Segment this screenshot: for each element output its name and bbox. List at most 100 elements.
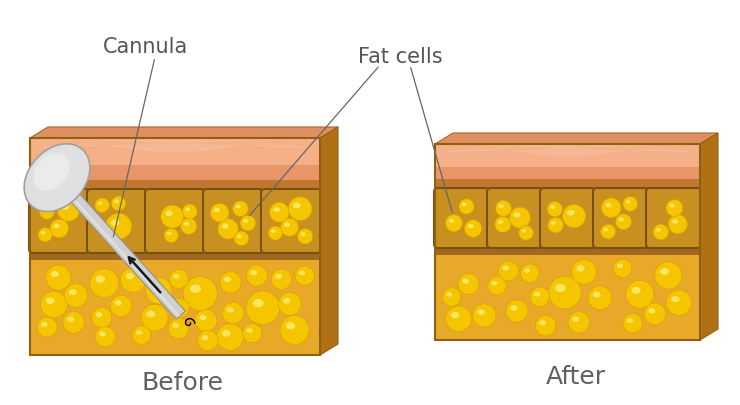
Ellipse shape	[519, 226, 534, 240]
Ellipse shape	[98, 201, 102, 205]
Ellipse shape	[38, 228, 53, 242]
Text: After: After	[545, 365, 605, 389]
Ellipse shape	[520, 264, 539, 283]
Ellipse shape	[40, 205, 54, 220]
Ellipse shape	[605, 202, 612, 207]
Ellipse shape	[174, 303, 180, 308]
Ellipse shape	[623, 196, 638, 211]
Polygon shape	[30, 138, 320, 165]
Ellipse shape	[250, 270, 258, 275]
Ellipse shape	[655, 262, 682, 289]
Ellipse shape	[604, 228, 608, 232]
Ellipse shape	[224, 277, 231, 282]
Polygon shape	[55, 178, 180, 317]
Ellipse shape	[499, 204, 504, 208]
Ellipse shape	[169, 269, 189, 288]
Ellipse shape	[459, 199, 474, 214]
Ellipse shape	[284, 222, 290, 227]
Ellipse shape	[601, 224, 616, 239]
Ellipse shape	[136, 330, 142, 335]
Polygon shape	[30, 127, 338, 138]
Ellipse shape	[210, 203, 229, 222]
Polygon shape	[700, 133, 718, 340]
FancyBboxPatch shape	[261, 189, 321, 253]
Ellipse shape	[445, 215, 462, 232]
Ellipse shape	[222, 330, 231, 337]
Ellipse shape	[626, 280, 654, 308]
Ellipse shape	[522, 229, 526, 232]
Ellipse shape	[166, 232, 172, 235]
Ellipse shape	[495, 216, 511, 232]
Ellipse shape	[473, 304, 496, 327]
Polygon shape	[435, 255, 700, 340]
Ellipse shape	[269, 226, 283, 240]
Ellipse shape	[272, 269, 292, 290]
Ellipse shape	[616, 214, 631, 230]
Ellipse shape	[95, 198, 110, 213]
Ellipse shape	[218, 219, 238, 239]
Ellipse shape	[295, 266, 314, 286]
Ellipse shape	[161, 205, 184, 228]
Ellipse shape	[551, 221, 556, 225]
Ellipse shape	[246, 328, 253, 333]
Ellipse shape	[668, 215, 687, 234]
Polygon shape	[30, 180, 320, 190]
Ellipse shape	[567, 210, 575, 216]
Ellipse shape	[90, 269, 118, 298]
Ellipse shape	[530, 287, 550, 307]
Text: Cannula: Cannula	[102, 37, 188, 57]
Ellipse shape	[443, 288, 461, 306]
FancyBboxPatch shape	[87, 189, 147, 253]
Ellipse shape	[593, 292, 600, 298]
Ellipse shape	[202, 335, 208, 340]
Polygon shape	[435, 144, 700, 167]
Ellipse shape	[190, 284, 201, 293]
Ellipse shape	[280, 218, 299, 236]
Ellipse shape	[57, 199, 80, 221]
Ellipse shape	[41, 322, 47, 327]
Ellipse shape	[576, 265, 585, 271]
Ellipse shape	[555, 284, 565, 292]
Ellipse shape	[539, 320, 546, 326]
Polygon shape	[30, 165, 320, 180]
FancyBboxPatch shape	[540, 188, 595, 248]
Ellipse shape	[246, 265, 267, 286]
Ellipse shape	[627, 318, 633, 323]
Ellipse shape	[199, 315, 206, 320]
Ellipse shape	[69, 289, 77, 295]
Polygon shape	[435, 179, 700, 189]
Ellipse shape	[548, 276, 581, 309]
Ellipse shape	[165, 211, 172, 216]
Ellipse shape	[451, 312, 460, 318]
Polygon shape	[50, 172, 75, 196]
Ellipse shape	[54, 224, 60, 228]
Ellipse shape	[656, 228, 661, 232]
Ellipse shape	[671, 296, 679, 302]
Polygon shape	[30, 260, 320, 355]
Ellipse shape	[64, 284, 88, 307]
Ellipse shape	[488, 277, 506, 295]
Ellipse shape	[173, 274, 179, 279]
Ellipse shape	[198, 330, 218, 351]
Ellipse shape	[672, 219, 679, 224]
Ellipse shape	[185, 208, 190, 211]
Ellipse shape	[562, 205, 586, 228]
Ellipse shape	[170, 298, 189, 318]
Ellipse shape	[446, 292, 452, 297]
Ellipse shape	[234, 231, 249, 246]
FancyBboxPatch shape	[593, 188, 648, 248]
Polygon shape	[30, 190, 320, 252]
Ellipse shape	[217, 324, 243, 350]
Ellipse shape	[240, 215, 256, 231]
Ellipse shape	[286, 322, 295, 330]
Ellipse shape	[236, 205, 240, 208]
Ellipse shape	[502, 266, 509, 271]
Ellipse shape	[535, 315, 556, 336]
Ellipse shape	[571, 260, 596, 284]
Ellipse shape	[269, 202, 289, 222]
Ellipse shape	[181, 218, 197, 234]
Text: Fat cells: Fat cells	[357, 47, 443, 67]
Ellipse shape	[273, 207, 280, 212]
Ellipse shape	[111, 196, 126, 211]
Ellipse shape	[147, 311, 155, 318]
